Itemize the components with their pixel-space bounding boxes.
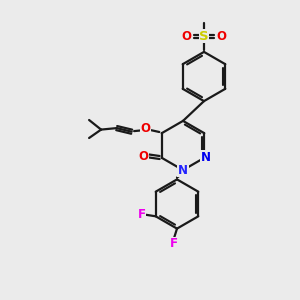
Text: O: O [141,122,151,136]
Text: O: O [182,30,192,43]
Text: N: N [178,164,188,177]
Text: O: O [216,30,226,43]
Text: O: O [139,150,149,163]
Text: N: N [201,151,211,164]
Text: S: S [199,30,209,43]
Text: F: F [169,237,177,250]
Text: F: F [138,208,146,221]
